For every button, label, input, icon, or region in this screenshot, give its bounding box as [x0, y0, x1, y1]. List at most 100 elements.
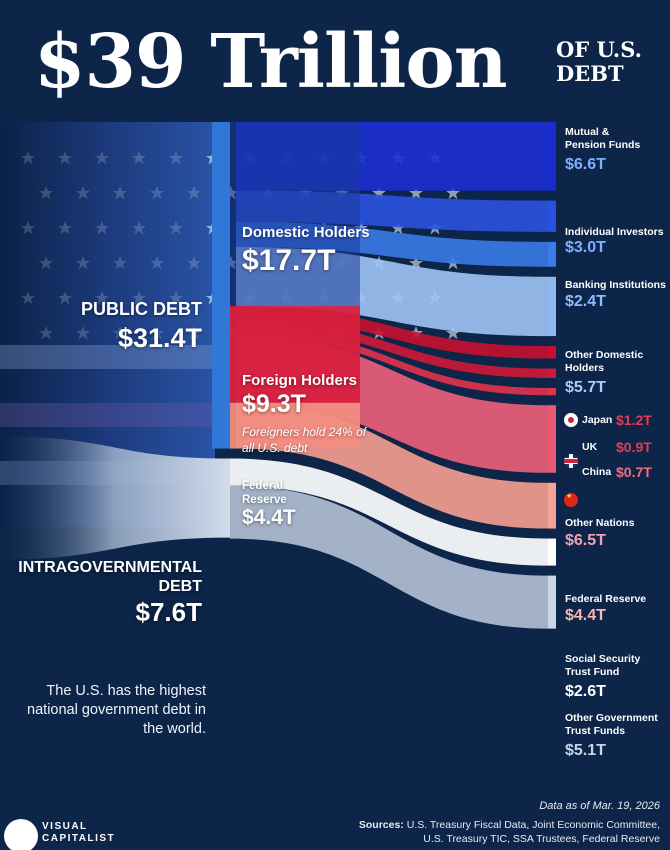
flag-star [150, 256, 164, 270]
flag-star [21, 221, 35, 235]
other-gov-trust-label-line-1: Other Government [565, 712, 658, 724]
federal-reserve-label-line-1: Federal [242, 480, 283, 492]
flag-star [187, 256, 201, 270]
node-domestic [230, 122, 360, 307]
flag-star [95, 291, 109, 305]
flag-star [132, 221, 146, 235]
other-domestic-label: Other Domestic Holders [565, 349, 667, 375]
flag-star [391, 221, 405, 235]
flag-star [446, 326, 460, 340]
mutual-pension-label: Mutual & Pension Funds [565, 126, 667, 152]
sources-line-2: U.S. Treasury TIC, SSA Trustees, Federal… [423, 833, 660, 845]
mutual-pension-label-line-1: Mutual & [565, 126, 610, 138]
flag-star [187, 186, 201, 200]
logo-text-line-2: CAPITALIST [42, 833, 116, 844]
social-security-label-line-1: Social Security [565, 653, 641, 665]
uk-label: UK [582, 441, 598, 453]
foreign-holders-label: Foreign Holders [242, 372, 358, 389]
other-domestic-value: $5.7T [565, 379, 606, 396]
page-subtitle: OF U.S. DEBT [556, 38, 656, 86]
china-flag-icon [564, 493, 578, 507]
other-gov-trust-label-line-2: Trust Funds [565, 725, 626, 737]
flag-star [39, 256, 53, 270]
flag-star [113, 256, 127, 270]
flag-star [95, 151, 109, 165]
flag-star [76, 256, 90, 270]
node-othernations [548, 405, 556, 473]
flag-star [132, 291, 146, 305]
public-debt-value: $31.4T [117, 323, 202, 353]
node-fedres [230, 402, 360, 449]
flag-star [39, 186, 53, 200]
logo-mark-icon [4, 819, 38, 850]
logo-text-line-1: VISUAL [42, 821, 88, 832]
federal-reserve-value: $4.4T [242, 506, 296, 529]
flag-star [409, 186, 423, 200]
social-security-label-line-2: Trust Fund [565, 666, 620, 678]
uk-value: $0.9T [616, 439, 652, 455]
individual-investors-value: $3.0T [565, 239, 606, 256]
federal-reserve-holder-value: $4.4T [565, 607, 606, 624]
subtitle-line-2: DEBT [556, 61, 624, 86]
flag-star [95, 221, 109, 235]
flag-star [39, 326, 53, 340]
node-ss [548, 538, 556, 566]
other-domestic-label-line-1: Other Domestic [565, 349, 644, 361]
node-china [548, 387, 556, 396]
highest-debt-note: The U.S. has the highest national govern… [27, 683, 206, 737]
banking-institutions-value: $2.4T [565, 293, 606, 310]
flow-intra-ss [230, 458, 548, 566]
flag-star [58, 221, 72, 235]
node-banking [548, 241, 556, 267]
flag-star [76, 326, 90, 340]
mutual-pension-value: $6.6T [565, 156, 606, 173]
other-nations-label: Other Nations [565, 517, 635, 529]
china-value: $0.7T [616, 464, 652, 480]
social-security-label: Social Security Trust Fund [565, 653, 667, 679]
flag-star [113, 326, 127, 340]
flag-stripe [0, 345, 212, 369]
social-security-value: $2.6T [565, 683, 606, 700]
china-label: China [582, 466, 612, 478]
domestic-holders-label: Domestic Holders [242, 224, 370, 241]
japan-value: $1.2T [616, 412, 652, 428]
other-nations-value: $6.5T [565, 532, 606, 549]
sources: Sources: U.S. Treasury Fiscal Data, Join… [300, 818, 660, 846]
federal-reserve-holder-label: Federal Reserve [565, 593, 647, 605]
federal-reserve-label-line-2: Reserve [242, 494, 287, 506]
flow-foreign-uk [236, 318, 548, 378]
flag-star [58, 151, 72, 165]
domestic-holders-value: $17.7T [242, 244, 336, 277]
japan-label: Japan [582, 414, 613, 426]
node-public-debt [212, 122, 230, 449]
logo-text: VISUAL CAPITALIST [42, 821, 115, 845]
flag-star [169, 151, 183, 165]
node-ogt [548, 575, 556, 629]
flag-star [150, 326, 164, 340]
flag-star [21, 151, 35, 165]
other-gov-trust-label: Other Government Trust Funds [565, 712, 667, 738]
flag-star [169, 291, 183, 305]
flow-intra-ogt [230, 485, 548, 629]
node-otherdom [548, 276, 556, 337]
foreign-holders-value: $9.3T [242, 390, 306, 418]
individual-investors-label: Individual Investors [565, 226, 664, 238]
node-japan [548, 346, 556, 359]
page-title: $39 Trillion [34, 19, 508, 105]
node-individual [548, 200, 556, 232]
subtitle-line-1: OF U.S. [556, 37, 642, 62]
flag-star [113, 186, 127, 200]
sources-line-1: U.S. Treasury Fiscal Data, Joint Economi… [406, 819, 660, 831]
data-date: Data as of Mar. 19, 2026 [539, 800, 660, 812]
federal-reserve-label: Federal Reserve [242, 479, 287, 507]
intragovernmental-debt-value: $7.6T [135, 597, 203, 627]
other-gov-trust-value: $5.1T [565, 742, 606, 759]
foreign-share-note: Foreigners hold 24% of all U.S. debt [242, 425, 367, 455]
flow-foreign-china [236, 327, 548, 396]
flag-star [169, 221, 183, 235]
flag-star [76, 186, 90, 200]
mutual-pension-label-line-2: Pension Funds [565, 139, 641, 151]
flag-star [187, 326, 201, 340]
banking-institutions-label: Banking Institutions [565, 279, 666, 291]
